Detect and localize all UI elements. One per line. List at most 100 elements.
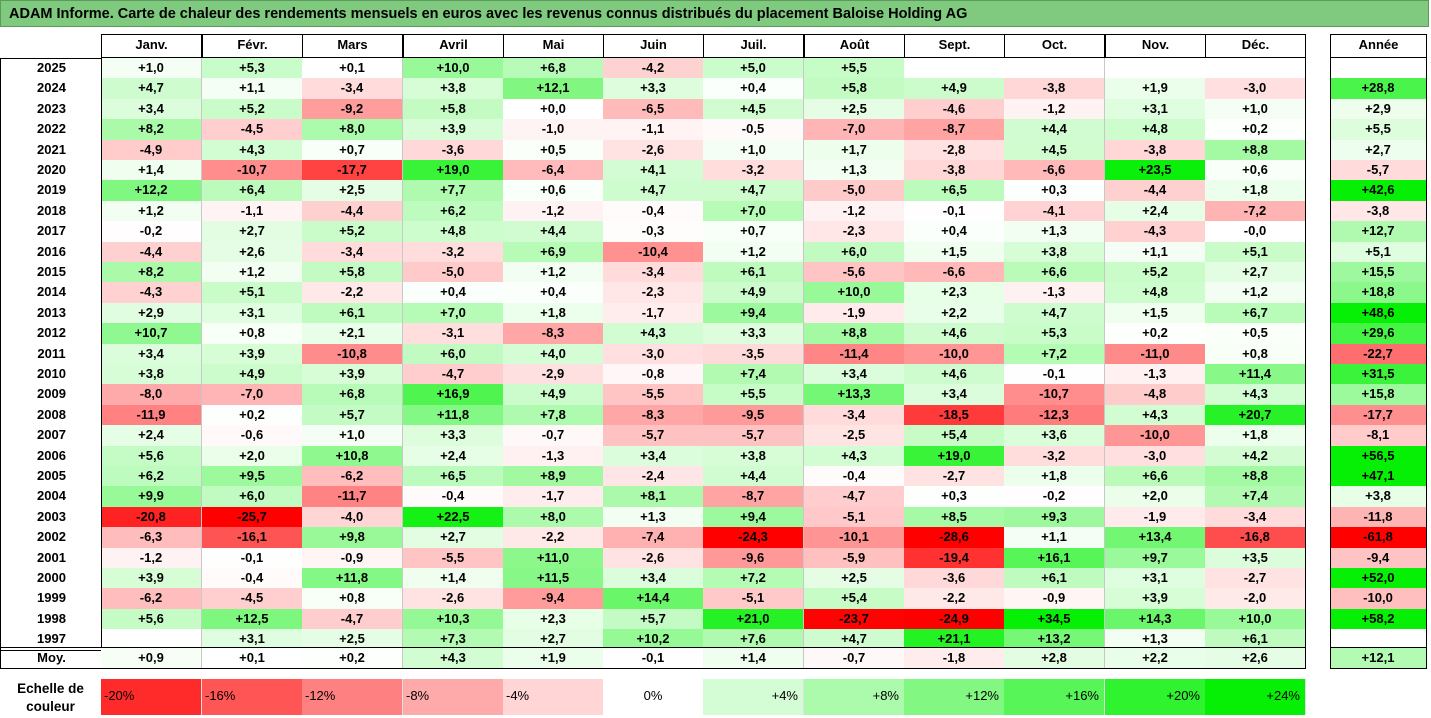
heatmap-cell: -4,3	[101, 282, 202, 304]
heatmap-cell: -3,0	[1205, 78, 1306, 100]
heatmap-cell: +34,5	[1004, 608, 1105, 631]
heatmap-cell: +1,3	[804, 160, 905, 182]
heatmap-cell: -3,8	[1004, 78, 1105, 100]
year-label: 2002	[37, 529, 66, 545]
heatmap-cell: +16,1	[1004, 547, 1105, 569]
heatmap-cell: -1,9	[804, 302, 905, 325]
heatmap-cell: -0,3	[603, 221, 704, 243]
heatmap-cell: -2,2	[302, 282, 403, 304]
heatmap-cell: -10,0	[904, 343, 1005, 365]
annual-cell: +5,5	[1330, 119, 1427, 141]
heatmap-cell: -5,1	[804, 506, 905, 529]
heatmap-cell: -1,2	[1004, 98, 1105, 121]
heatmap-cell: -4,8	[1105, 384, 1206, 406]
heatmap-cell: +9,4	[703, 302, 804, 325]
heatmap-cell: +1,2	[202, 262, 303, 284]
scale-swatch: +12%	[904, 679, 1005, 715]
heatmap-cell: +0,7	[302, 139, 403, 161]
heatmap-cell: +6,5	[904, 180, 1005, 202]
heatmap-cell: +6,1	[1004, 568, 1105, 590]
heatmap-cell: -3,4	[302, 78, 403, 100]
heatmap-cell: +3,9	[101, 568, 202, 590]
heatmap-cell: +4,5	[1004, 139, 1105, 161]
heatmap-cell: +7,4	[703, 364, 804, 386]
heatmap-cell: -28,6	[904, 527, 1005, 549]
heatmap-cell: -2,6	[603, 547, 704, 569]
heatmap-cell: +6,7	[1205, 302, 1306, 325]
scale-swatch: 0%	[603, 679, 704, 715]
heatmap-cell: +2,2	[904, 302, 1005, 325]
average-cell: +0,9	[101, 647, 202, 669]
heatmap-cell: -10,8	[302, 343, 403, 365]
heatmap-cell: +6,1	[302, 302, 403, 325]
heatmap-cell: -23,7	[804, 608, 905, 631]
average-annual-cell: +12,1	[1330, 647, 1427, 669]
heatmap-cell: -2,9	[503, 364, 604, 386]
heatmap-cell: +2,7	[202, 221, 303, 243]
annual-cell: +2,9	[1330, 98, 1427, 121]
heatmap-cell: -3,4	[804, 404, 905, 427]
heatmap-cell: +6,2	[403, 200, 504, 223]
heatmap-cell: +4,3	[202, 139, 303, 161]
heatmap-cell: -6,6	[1004, 160, 1105, 182]
heatmap-cell: -6,3	[101, 527, 202, 549]
heatmap-cell: +4,9	[703, 282, 804, 304]
heatmap-cell: +2,4	[403, 445, 504, 467]
annual-cell: +28,8	[1330, 78, 1427, 100]
average-label: Moy.	[37, 650, 66, 665]
scale-swatch: +20%	[1105, 679, 1206, 715]
heatmap-cell: -1,1	[603, 119, 704, 141]
heatmap-cell: +5,0	[703, 58, 804, 80]
heatmap-cell: -9,4	[503, 588, 604, 610]
heatmap-cell: -2,7	[1205, 568, 1306, 590]
heatmap-cell: +1,5	[1105, 302, 1206, 325]
heatmap-cell: +14,4	[603, 588, 704, 610]
heatmap-cell: -5,0	[804, 180, 905, 202]
year-label: 2012	[37, 325, 66, 341]
heatmap-cell: -6,6	[904, 262, 1005, 284]
heatmap-cell: -3,0	[603, 343, 704, 365]
heatmap-cell: +0,2	[1205, 119, 1306, 141]
heatmap-cell: +0,3	[904, 486, 1005, 508]
heatmap-cell: -6,2	[101, 588, 202, 610]
heatmap-cell: +4,4	[703, 466, 804, 488]
heatmap-cell: +9,3	[1004, 506, 1105, 529]
heatmap-cell: -20,8	[101, 506, 202, 529]
heatmap-cell: -4,7	[804, 486, 905, 508]
heatmap-cell: -12,3	[1004, 404, 1105, 427]
heatmap-cell: -5,7	[603, 425, 704, 447]
heatmap-cell: +12,2	[101, 180, 202, 202]
year-label: 2005	[37, 468, 66, 483]
annual-cell: +5,1	[1330, 241, 1427, 263]
annual-cell: +18,8	[1330, 282, 1427, 304]
heatmap-cell: +12,5	[202, 608, 303, 631]
heatmap-cell: -3,2	[1004, 445, 1105, 467]
heatmap-cell: +8,2	[101, 262, 202, 284]
year-label: 2025	[37, 60, 66, 75]
average-cell: +0,2	[302, 647, 403, 669]
heatmap-cell: -16,8	[1205, 527, 1306, 549]
heatmap-cell: +1,2	[101, 200, 202, 223]
heatmap-cell: -1,2	[101, 547, 202, 569]
heatmap-cell: -8,7	[703, 486, 804, 508]
heatmap-cell: +1,9	[1105, 78, 1206, 100]
heatmap-cell: +6,8	[302, 384, 403, 406]
scale-swatch: +16%	[1004, 679, 1105, 715]
year-label: 2008	[37, 406, 66, 422]
heatmap-cell: +4,5	[703, 98, 804, 121]
heatmap-cell: +4,7	[603, 180, 704, 202]
heatmap-cell: +0,6	[503, 180, 604, 202]
year-label: 2013	[37, 304, 66, 320]
heatmap-cell: +1,0	[302, 425, 403, 447]
heatmap-cell: -7,4	[603, 527, 704, 549]
heatmap-cell: -0,1	[1004, 364, 1105, 386]
heatmap-cell	[1205, 58, 1306, 80]
heatmap-cell: -24,9	[904, 608, 1005, 631]
heatmap-cell: -2,3	[603, 282, 704, 304]
average-cell: +0,1	[202, 647, 303, 669]
heatmap-cell: +9,8	[302, 527, 403, 549]
heatmap-cell: +4,9	[202, 364, 303, 386]
scale-swatch: -12%	[302, 679, 403, 715]
month-header: Mars	[302, 34, 403, 58]
scale-swatch: +24%	[1205, 679, 1306, 715]
